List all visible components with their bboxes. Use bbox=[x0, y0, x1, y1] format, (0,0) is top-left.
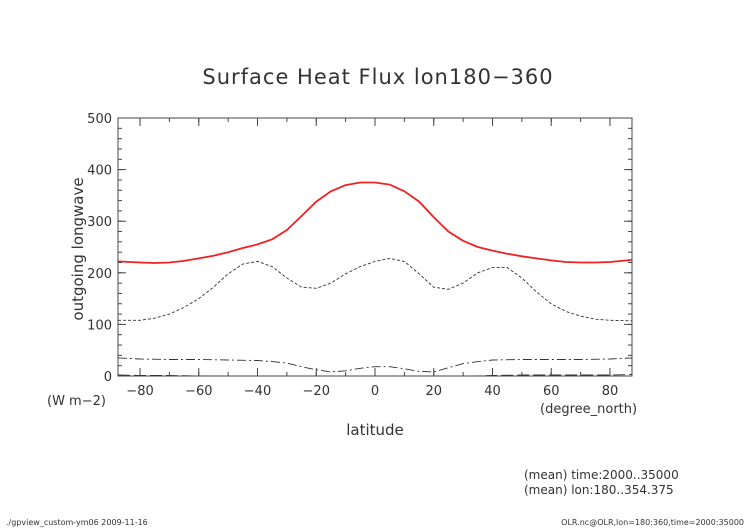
plot-frame bbox=[117, 117, 633, 377]
series-line-3 bbox=[118, 357, 632, 373]
x-tick-label: −20 bbox=[303, 384, 330, 399]
x-tick-label: −40 bbox=[244, 384, 271, 399]
x-axis-label: latitude bbox=[346, 421, 404, 439]
annotation-lon: (mean) lon:180..354.375 bbox=[524, 483, 674, 497]
x-tick-label: 80 bbox=[602, 384, 619, 399]
series-group bbox=[118, 181, 632, 376]
x-unit-label: (degree_north) bbox=[540, 402, 637, 417]
x-tick-label: −60 bbox=[185, 384, 212, 399]
y-tick-label: 400 bbox=[87, 164, 112, 179]
y-tick-label: 500 bbox=[87, 112, 112, 127]
y-tick-label: 300 bbox=[87, 215, 112, 230]
y-tick-label: 200 bbox=[87, 267, 112, 282]
series-line-4 bbox=[118, 374, 632, 376]
tick-group: −80 −60 −40 −20 0 20 40 60 80 0 100 200 300 400 500 bbox=[87, 112, 632, 399]
footer-left: ./gpview_custom-ym06 2009-11-16 bbox=[6, 518, 148, 527]
axes-frame bbox=[117, 117, 633, 377]
x-tick-label: 20 bbox=[425, 384, 442, 399]
annotation-time: (mean) time:2000..35000 bbox=[524, 468, 679, 482]
x-tick-label: 0 bbox=[371, 384, 379, 399]
chart-title: Surface Heat Flux lon180−360 bbox=[202, 65, 553, 89]
footer-right: OLR.nc@OLR,lon=180:360,time=2000:35000 bbox=[561, 518, 744, 527]
x-tick-label: 40 bbox=[484, 384, 501, 399]
y-unit-label: (W m−2) bbox=[47, 394, 106, 409]
x-tick-label: 60 bbox=[543, 384, 560, 399]
x-tick-label: −80 bbox=[126, 384, 153, 399]
y-tick-label: 0 bbox=[104, 370, 112, 385]
series-line-2 bbox=[118, 257, 632, 322]
y-axis-label: outgoing longwave bbox=[69, 177, 87, 320]
y-tick-label: 100 bbox=[87, 318, 112, 333]
series-line-1 bbox=[118, 181, 632, 264]
